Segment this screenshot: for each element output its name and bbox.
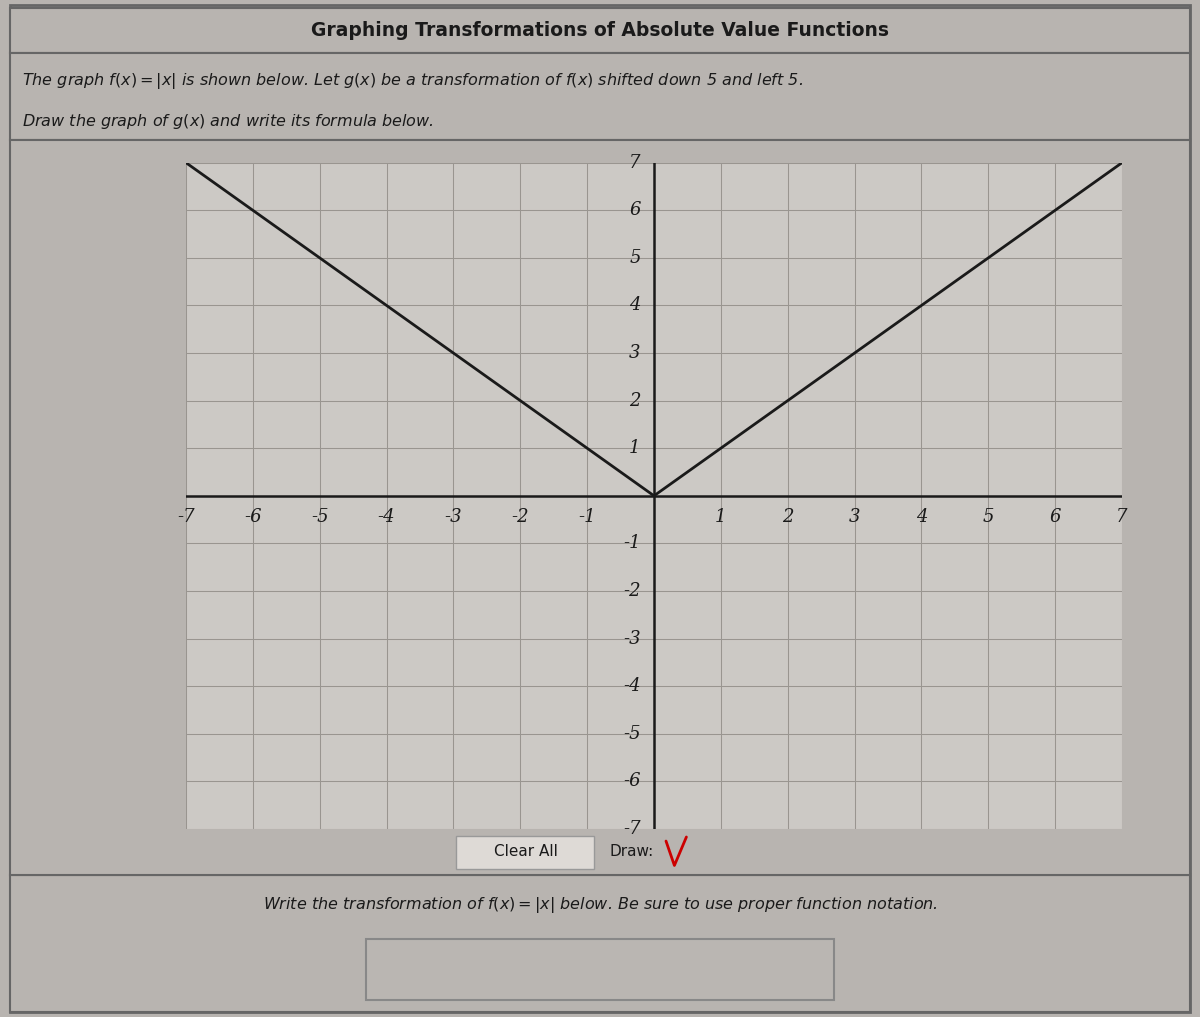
Text: 4: 4 <box>916 507 928 526</box>
FancyBboxPatch shape <box>10 140 1190 875</box>
Text: -5: -5 <box>311 507 329 526</box>
FancyBboxPatch shape <box>10 53 1190 140</box>
Text: Draw:: Draw: <box>610 844 654 858</box>
Text: 5: 5 <box>629 249 641 266</box>
Text: -6: -6 <box>244 507 262 526</box>
Text: 7: 7 <box>1116 507 1128 526</box>
Text: -2: -2 <box>511 507 529 526</box>
Text: -7: -7 <box>178 507 194 526</box>
Text: Clear All: Clear All <box>493 844 558 858</box>
FancyBboxPatch shape <box>10 8 1190 53</box>
Text: -1: -1 <box>623 534 641 552</box>
Text: 6: 6 <box>1049 507 1061 526</box>
Text: 2: 2 <box>629 392 641 410</box>
Text: -4: -4 <box>623 677 641 695</box>
FancyBboxPatch shape <box>10 5 1190 1012</box>
FancyBboxPatch shape <box>366 939 834 1000</box>
FancyBboxPatch shape <box>10 875 1190 1012</box>
Text: Write the transformation of $f(x) = |x|$ below. Be sure to use proper function n: Write the transformation of $f(x) = |x|$… <box>263 895 937 915</box>
Text: -2: -2 <box>623 582 641 600</box>
Text: Graphing Transformations of Absolute Value Functions: Graphing Transformations of Absolute Val… <box>311 21 889 40</box>
Text: 3: 3 <box>629 344 641 362</box>
FancyBboxPatch shape <box>456 836 594 869</box>
Text: Draw the graph of $g(x)$ and write its formula below.: Draw the graph of $g(x)$ and write its f… <box>22 112 433 130</box>
Text: -3: -3 <box>445 507 462 526</box>
Text: 5: 5 <box>983 507 994 526</box>
Text: 2: 2 <box>782 507 793 526</box>
Text: 7: 7 <box>629 154 641 172</box>
Text: -6: -6 <box>623 772 641 790</box>
Text: -3: -3 <box>623 630 641 648</box>
Text: 3: 3 <box>848 507 860 526</box>
Text: -5: -5 <box>623 725 641 742</box>
Text: -1: -1 <box>578 507 596 526</box>
Text: 1: 1 <box>629 439 641 458</box>
Text: -4: -4 <box>378 507 395 526</box>
Text: The graph $f(x) = |x|$ is shown below. Let $g(x)$ be a transformation of $f(x)$ : The graph $f(x) = |x|$ is shown below. L… <box>22 71 803 91</box>
Text: 4: 4 <box>629 297 641 314</box>
Text: 1: 1 <box>715 507 727 526</box>
Text: -7: -7 <box>623 820 641 838</box>
Text: 6: 6 <box>629 201 641 220</box>
